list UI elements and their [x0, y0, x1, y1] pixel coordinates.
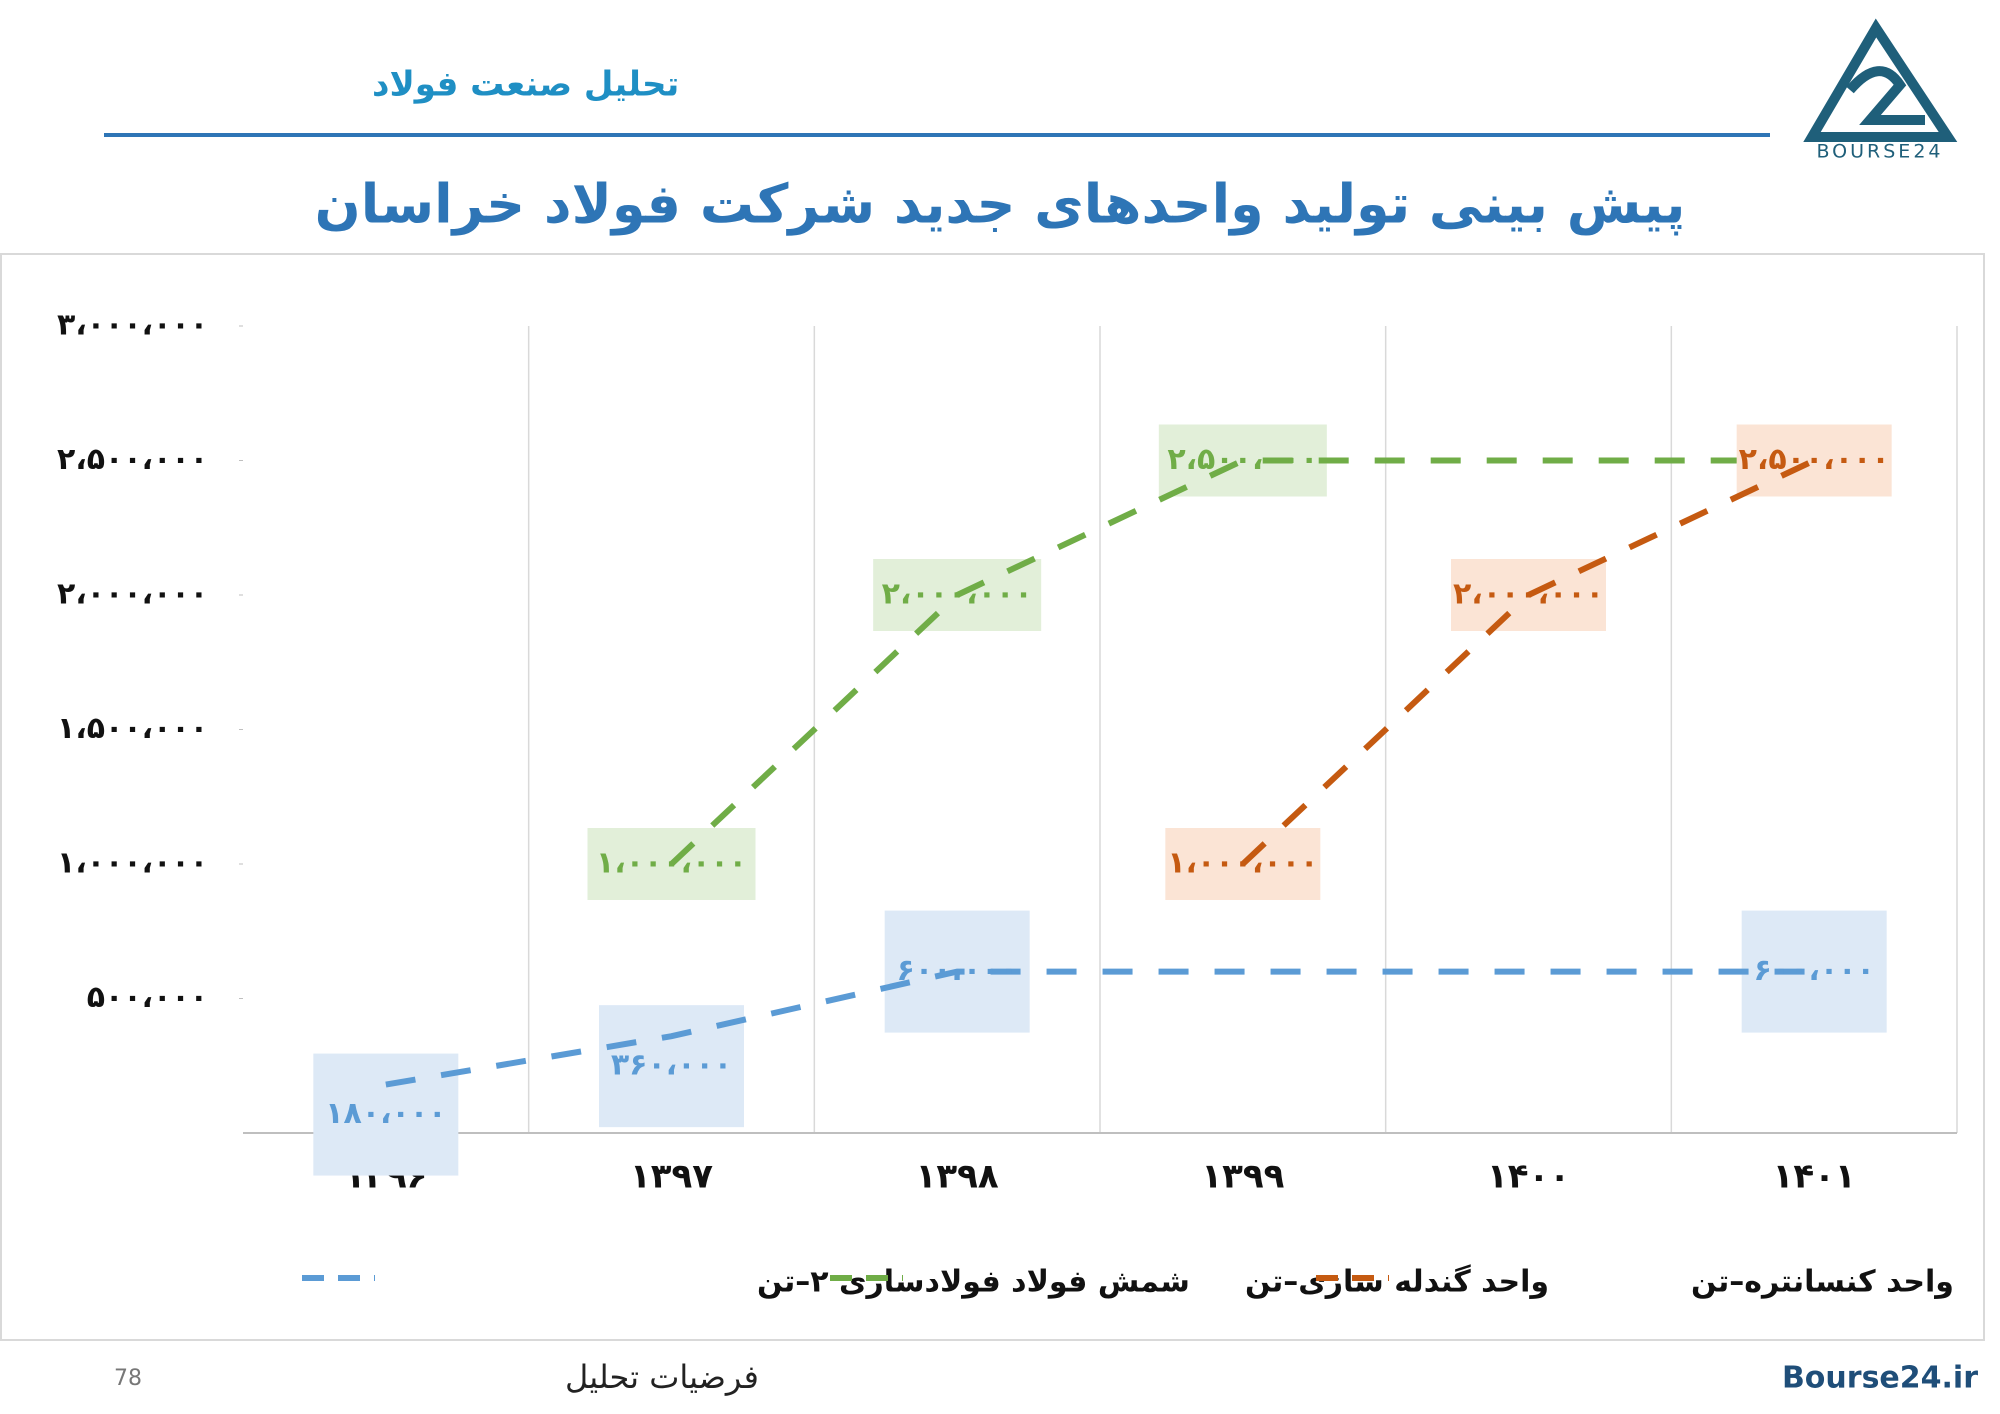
logo-mark	[1803, 18, 1958, 142]
value-label: ۶۰۰،۰۰۰	[897, 953, 1018, 988]
chart-title: پیش بینی تولید واحدهای جدید شرکت فولاد خ…	[315, 173, 1686, 236]
value-label: ۱،۰۰۰،۰۰۰	[1167, 846, 1318, 881]
series-line	[669, 457, 1815, 867]
legend-label: واحد کنسانتره–تن	[1691, 1265, 1954, 1300]
value-label: ۱۸۰،۰۰۰	[325, 1096, 446, 1131]
legend-label: شمش فولاد فولادسازی ۲–تن	[757, 1265, 1190, 1300]
y-tick-label: ۲،۰۰۰،۰۰۰	[57, 577, 208, 612]
value-label: ۲،۵۰۰،۰۰۰	[1739, 442, 1890, 477]
logo-text: BOURSE24	[1816, 141, 1943, 163]
value-label-box	[1736, 424, 1892, 497]
y-tick-label: ۲،۵۰۰،۰۰۰	[57, 442, 208, 477]
series-line	[385, 968, 1815, 1088]
legend-label: واحد گندله سازی–تن	[1245, 1264, 1549, 1300]
footer-section: فرضیات تحلیل	[565, 1358, 759, 1396]
value-label: ۲،۰۰۰،۰۰۰	[882, 577, 1033, 612]
x-tick-label: ۱۴۰۱	[1773, 1157, 1856, 1197]
x-tick-label: ۱۳۹۹	[1201, 1157, 1284, 1197]
footer-site: Bourse24.ir	[1782, 1361, 1978, 1396]
value-label-box	[313, 1053, 459, 1176]
value-label: ۲،۰۰۰،۰۰۰	[1453, 577, 1604, 612]
value-label: ۶۰۰،۰۰۰	[1754, 953, 1875, 988]
value-label-box	[1158, 424, 1327, 497]
x-tick-label: ۱۴۰۰	[1487, 1157, 1570, 1197]
value-label: ۲،۵۰۰،۰۰۰	[1167, 442, 1318, 477]
value-label-box	[1741, 910, 1887, 1033]
logo-mark	[1846, 66, 1925, 125]
value-label: ۱،۰۰۰،۰۰۰	[596, 846, 747, 881]
value-label: ۳۶۰،۰۰۰	[611, 1048, 732, 1083]
x-tick-label: ۱۳۹۸	[916, 1157, 999, 1197]
x-tick-label: ۱۳۹۷	[630, 1157, 713, 1197]
header-title: تحلیل صنعت فولاد	[372, 65, 679, 105]
y-tick-label: ۱،۵۰۰،۰۰۰	[57, 711, 208, 746]
y-tick-label: ۳،۰۰۰،۰۰۰	[57, 308, 208, 343]
y-tick-label: ۵۰۰،۰۰۰	[87, 980, 208, 1015]
series-line	[1240, 457, 1816, 867]
y-tick-label: ۱،۰۰۰،۰۰۰	[57, 846, 208, 881]
chart-frame	[0, 253, 1985, 1341]
page-number: 78	[114, 1366, 142, 1391]
